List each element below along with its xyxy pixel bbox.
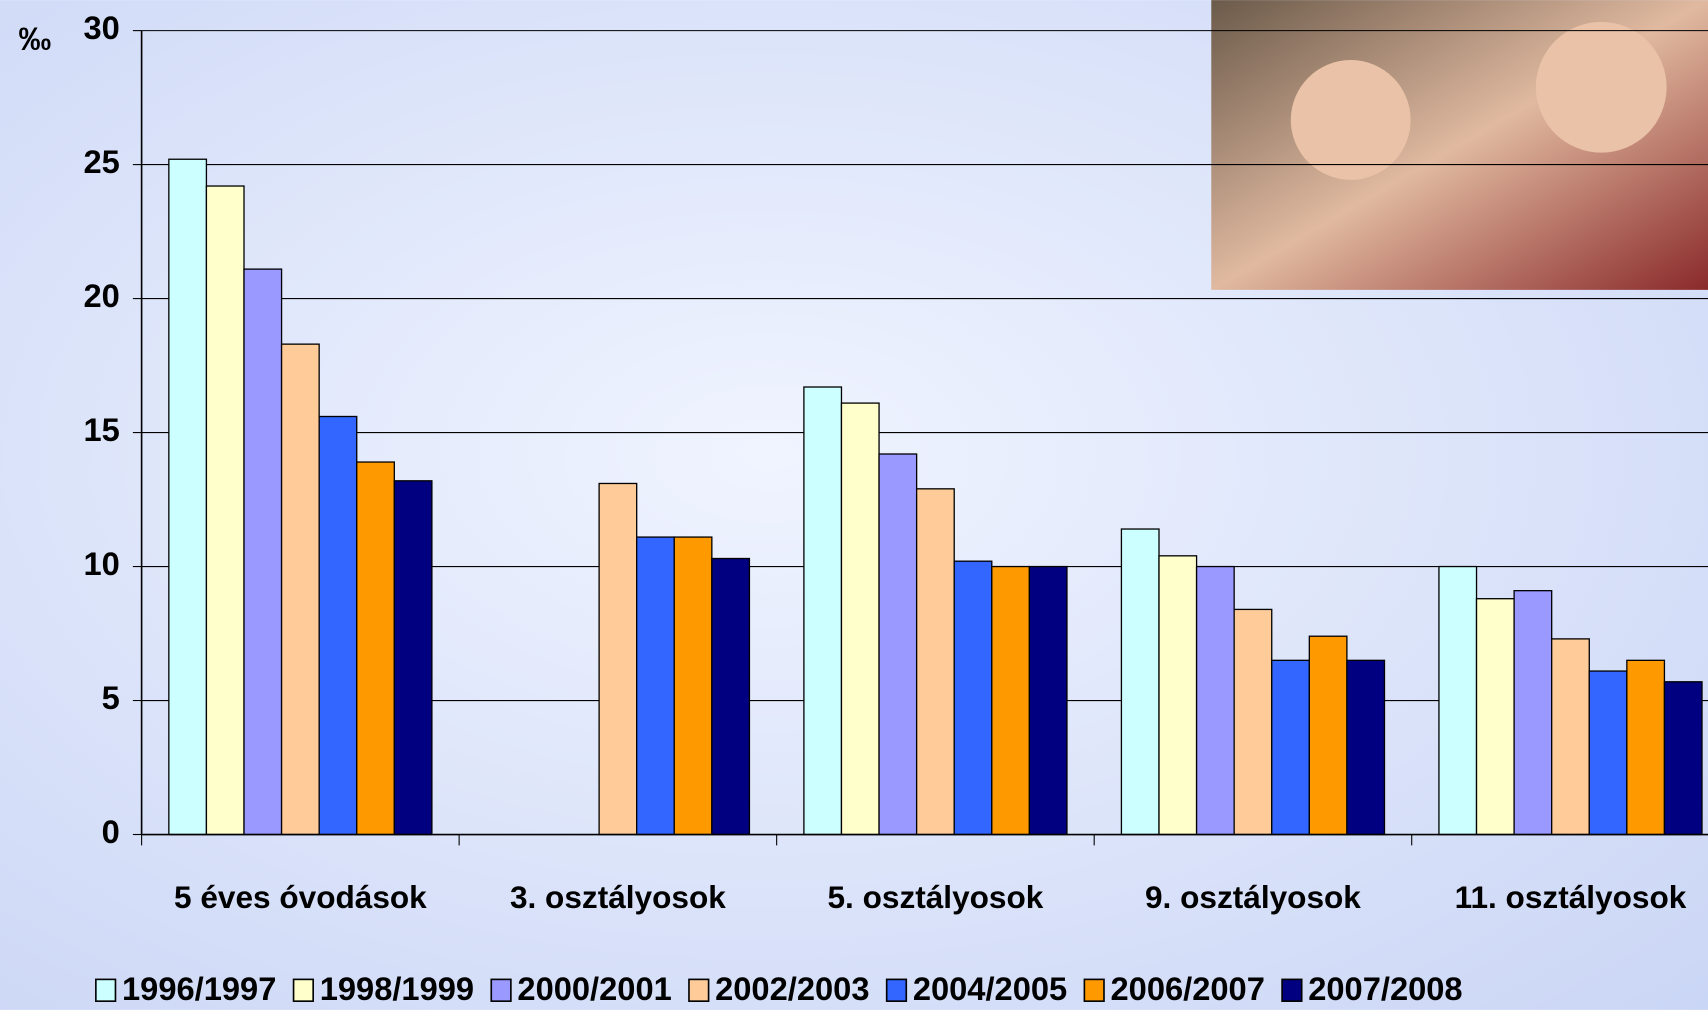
legend-swatch	[1281, 978, 1303, 1002]
bar	[1663, 681, 1703, 836]
bar	[636, 536, 675, 836]
bar	[1346, 659, 1386, 836]
y-tick-label: 25	[83, 143, 119, 180]
legend-label: 2000/2001	[517, 970, 671, 1007]
legend-label: 2006/2007	[1111, 970, 1265, 1007]
bar	[168, 158, 208, 836]
y-tick-label: 10	[83, 545, 119, 582]
bar	[1475, 598, 1515, 836]
y-tick-label: 20	[83, 277, 119, 314]
legend-label: 1996/1997	[122, 970, 276, 1007]
bar	[1028, 565, 1068, 836]
legend-label: 2002/2003	[715, 970, 869, 1007]
y-tick-label: 0	[102, 813, 120, 850]
bar	[991, 565, 1031, 836]
y-tick-label: 30	[83, 9, 119, 46]
bar	[1120, 528, 1160, 836]
x-tick-label: 3. osztályosok	[510, 879, 726, 915]
legend-label: 2007/2008	[1308, 970, 1462, 1007]
bar	[711, 557, 751, 836]
photo-face	[1290, 60, 1411, 180]
bar	[393, 480, 433, 836]
bar	[318, 415, 358, 836]
legend-swatch	[95, 978, 117, 1002]
legend-swatch	[688, 978, 710, 1002]
bar	[1438, 565, 1478, 836]
legend-label: 2004/2005	[913, 970, 1067, 1007]
bar	[280, 343, 320, 836]
bar	[840, 402, 880, 836]
bar	[1308, 635, 1348, 836]
legend-swatch	[292, 978, 314, 1002]
bar	[1551, 638, 1590, 836]
bar	[356, 461, 395, 836]
legend-swatch	[490, 978, 512, 1002]
x-tick-label: 11. osztályosok	[1455, 879, 1687, 915]
x-tick-label: 5 éves óvodások	[174, 879, 427, 915]
bar	[1271, 659, 1310, 836]
y-tick-label: 5	[102, 679, 120, 716]
legend-swatch	[885, 978, 908, 1002]
legend-swatch	[1083, 978, 1105, 1002]
bar	[673, 536, 713, 836]
y-axis-label: ‰	[19, 20, 52, 57]
bar	[1195, 565, 1235, 836]
x-tick-label: 9. osztályosok	[1145, 879, 1361, 915]
y-tick-label: 15	[83, 411, 119, 448]
bar	[1158, 555, 1198, 836]
bar	[1588, 670, 1628, 836]
bar	[1233, 608, 1273, 836]
bar	[598, 482, 638, 836]
legend-label: 1998/1999	[320, 970, 474, 1007]
x-tick-label: 5. osztályosok	[827, 879, 1043, 915]
bar	[953, 560, 993, 836]
photo-face	[1535, 21, 1667, 153]
bar	[1513, 590, 1553, 836]
bar	[243, 268, 283, 836]
bar	[878, 453, 918, 836]
bar	[915, 488, 955, 836]
bar	[803, 386, 843, 836]
bar	[1626, 659, 1666, 836]
bar	[205, 185, 245, 836]
